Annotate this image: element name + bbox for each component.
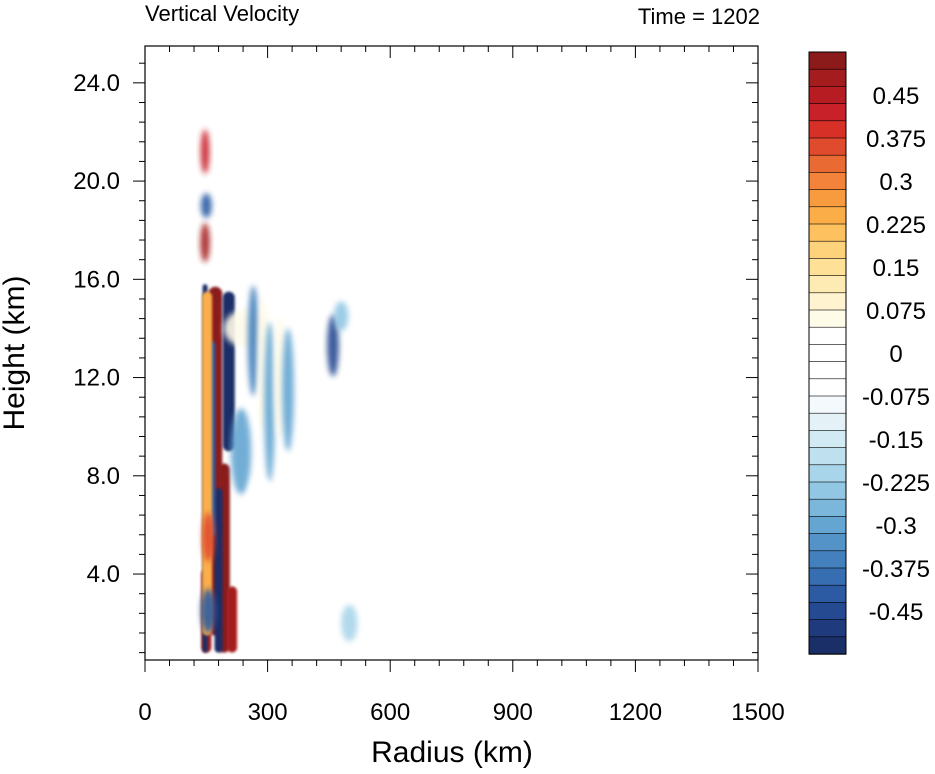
y-tick-label: 24.0 [73, 70, 120, 97]
colorbar-swatch [808, 86, 847, 105]
colorbar-swatch [808, 240, 847, 260]
x-axis-label: Radius (km) [371, 736, 533, 769]
field-blob-20 [282, 328, 294, 452]
field-blob-11 [200, 193, 212, 218]
colorbar-label: -0.075 [862, 384, 930, 411]
colorbar-swatch [808, 344, 847, 363]
y-tick-labels: 4.0 8.0 12.0 16.0 20.0 24.0 [73, 70, 120, 588]
colorbar-swatch [808, 223, 847, 242]
field-blob-13 [200, 588, 216, 633]
colorbar-swatch [808, 619, 847, 638]
colorbar-swatch [808, 464, 847, 483]
colorbar-swatch [808, 584, 847, 604]
colorbar-swatch [808, 567, 847, 586]
colorbar-label: -0.15 [869, 427, 924, 454]
colorbar-swatch [808, 447, 847, 466]
colorbar-label: -0.3 [875, 513, 916, 540]
colorbar-swatch [808, 361, 847, 380]
colorbar-swatch [808, 395, 847, 414]
field-blob-23 [334, 301, 349, 331]
colorbar-swatch [808, 172, 847, 191]
axis-ticks [133, 46, 759, 672]
y-tick-label: 4.0 [87, 561, 120, 588]
colorbar-label: -0.225 [862, 470, 930, 497]
colorbar [808, 51, 847, 655]
colorbar-label: 0.075 [866, 298, 926, 325]
x-tick-label: 900 [493, 699, 533, 726]
colorbar-swatch [808, 430, 847, 449]
x-tick-label: 1500 [731, 699, 784, 726]
colorbar-swatch [808, 550, 847, 569]
colorbar-swatch [808, 189, 847, 208]
colorbar-swatch [808, 412, 847, 432]
field-blob-18 [264, 322, 276, 482]
colorbar-swatch [808, 103, 847, 122]
chart-title: Vertical Velocity [145, 1, 299, 26]
field-blob-27 [261, 236, 274, 274]
y-tick-label: 16.0 [73, 266, 120, 293]
field-blob-16 [247, 285, 259, 396]
colorbar-swatch [808, 154, 847, 174]
colorbar-label: -0.375 [862, 556, 930, 583]
colorbar-swatch [808, 309, 847, 328]
colorbar-swatch [808, 326, 847, 346]
colorbar-swatch [808, 516, 847, 535]
colorbar-label: -0.45 [869, 599, 924, 626]
field-blob-24 [350, 420, 361, 482]
field-blob-22 [327, 314, 339, 377]
field-blob-9 [200, 222, 210, 263]
field-blob-12 [202, 512, 215, 562]
colorbar-swatch [808, 275, 847, 294]
colorbar-frame [808, 51, 847, 655]
field-blob-15 [230, 408, 252, 495]
y-tick-label: 8.0 [87, 463, 120, 490]
field-blob-31 [341, 604, 358, 642]
x-tick-label: 600 [370, 699, 410, 726]
colorbar-swatch [808, 206, 847, 225]
field-blob-28 [302, 193, 315, 243]
y-tick-label: 12.0 [73, 365, 120, 392]
colorbar-swatch [808, 51, 847, 70]
field-band-8 [202, 291, 213, 636]
y-axis-label: Height (km) [0, 275, 31, 430]
velocity-field [200, 125, 361, 653]
colorbar-swatch [808, 258, 847, 277]
colorbar-swatch [808, 636, 847, 655]
field-blob-30 [248, 475, 271, 525]
x-tick-label: 300 [248, 699, 288, 726]
colorbar-swatch [808, 602, 847, 621]
field-band-5 [214, 488, 223, 653]
field-blob-25 [306, 125, 319, 163]
plot-frame [144, 45, 759, 661]
x-tick-labels: 0 300 600 900 1200 1500 [138, 699, 784, 726]
colorbar-label: 0.15 [873, 255, 920, 282]
colorbar-swatch [808, 481, 847, 500]
field-blob-26 [326, 152, 340, 185]
colorbar-label: 0 [889, 341, 902, 368]
colorbar-label: 0.45 [873, 83, 920, 110]
field-blob-21 [309, 328, 321, 427]
colorbar-swatch [808, 292, 847, 311]
colorbar-swatch [808, 137, 847, 156]
chart-subtitle: Time = 1202 [638, 4, 760, 29]
field-blob-10 [200, 129, 210, 174]
colorbar-labels: 0.45 0.375 0.3 0.225 0.15 0.075 0 -0.075 -0.15 -0… [862, 83, 930, 626]
colorbar-swatch [808, 533, 847, 552]
colorbar-label: 0.225 [866, 212, 926, 239]
y-tick-label: 20.0 [73, 168, 120, 195]
field-blob-29 [305, 574, 328, 624]
colorbar-swatch [808, 120, 847, 139]
colorbar-swatch [808, 378, 847, 397]
colorbar-label: 0.375 [866, 126, 926, 153]
field-band-3 [227, 586, 238, 653]
x-tick-label: 0 [138, 699, 151, 726]
colorbar-swatch [808, 68, 847, 88]
colorbar-label: 0.3 [879, 169, 912, 196]
colorbar-swatch [808, 498, 847, 518]
plot-background [145, 46, 758, 660]
x-tick-label: 1200 [609, 699, 662, 726]
